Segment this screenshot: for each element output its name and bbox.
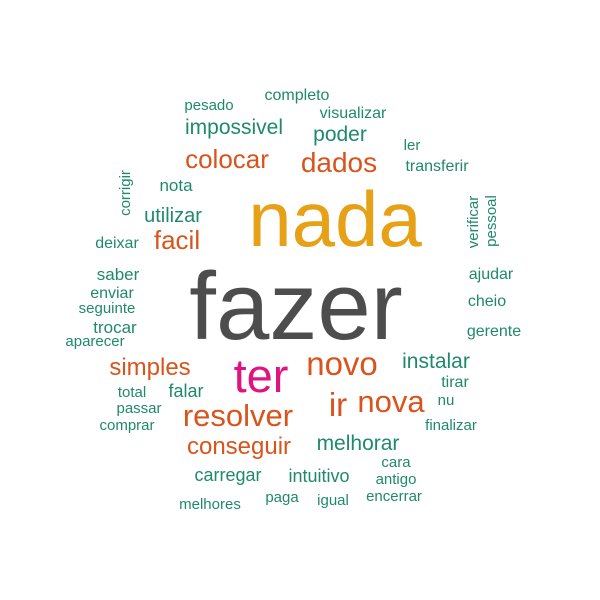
word-seguinte: seguinte: [79, 300, 136, 317]
word-nu: nu: [438, 392, 455, 409]
word-impossivel: impossivel: [185, 116, 283, 139]
word-corrigir: corrigir: [117, 170, 134, 216]
word-tirar: tirar: [441, 374, 469, 391]
word-paga: paga: [265, 489, 299, 506]
word-saber: saber: [97, 265, 140, 284]
word-aparecer: aparecer: [65, 333, 124, 350]
word-utilizar: utilizar: [144, 205, 202, 227]
word-trocar: trocar: [93, 318, 137, 337]
word-dados: dados: [301, 147, 377, 178]
word-comprar: comprar: [99, 417, 154, 434]
word-fazer: fazer: [189, 253, 402, 360]
word-melhores: melhores: [179, 496, 241, 513]
word-ter: ter: [234, 349, 289, 402]
word-nota: nota: [159, 176, 193, 195]
word-pesado: pesado: [184, 97, 233, 114]
word-passar: passar: [116, 400, 161, 417]
word-finalizar: finalizar: [425, 417, 477, 434]
word-colocar: colocar: [185, 144, 269, 174]
word-conseguir: conseguir: [187, 433, 291, 460]
word-encerrar: encerrar: [366, 488, 422, 505]
word-carregar: carregar: [194, 465, 261, 485]
word-verificar: verificar: [465, 196, 482, 249]
word-completo: completo: [265, 87, 330, 104]
word-total: total: [118, 384, 146, 401]
word-gerente: gerente: [467, 323, 521, 340]
word-simples: simples: [109, 354, 190, 381]
word-instalar: instalar: [402, 350, 470, 373]
word-nova: nova: [357, 384, 425, 419]
word-facil: facil: [154, 225, 200, 255]
word-nada: nada: [248, 175, 422, 263]
word-cara: cara: [381, 454, 411, 471]
word-enviar: enviar: [90, 285, 134, 302]
word-novo: novo: [306, 345, 378, 382]
word-resolver: resolver: [183, 398, 293, 433]
word-ler: ler: [404, 137, 421, 154]
word-poder: poder: [313, 123, 367, 146]
word-deixar: deixar: [95, 235, 139, 252]
word-visualizar: visualizar: [320, 105, 387, 122]
word-falar: falar: [168, 381, 203, 401]
word-ajudar: ajudar: [469, 266, 514, 283]
word-cheio: cheio: [468, 293, 506, 310]
word-ir: ir: [329, 386, 347, 423]
word-melhorar: melhorar: [317, 432, 400, 455]
word-igual: igual: [317, 492, 349, 509]
word-antigo: antigo: [376, 471, 417, 488]
word-intuitivo: intuitivo: [288, 466, 349, 486]
word-pessoal: pessoal: [483, 195, 500, 247]
word-transferir: transferir: [405, 158, 469, 175]
